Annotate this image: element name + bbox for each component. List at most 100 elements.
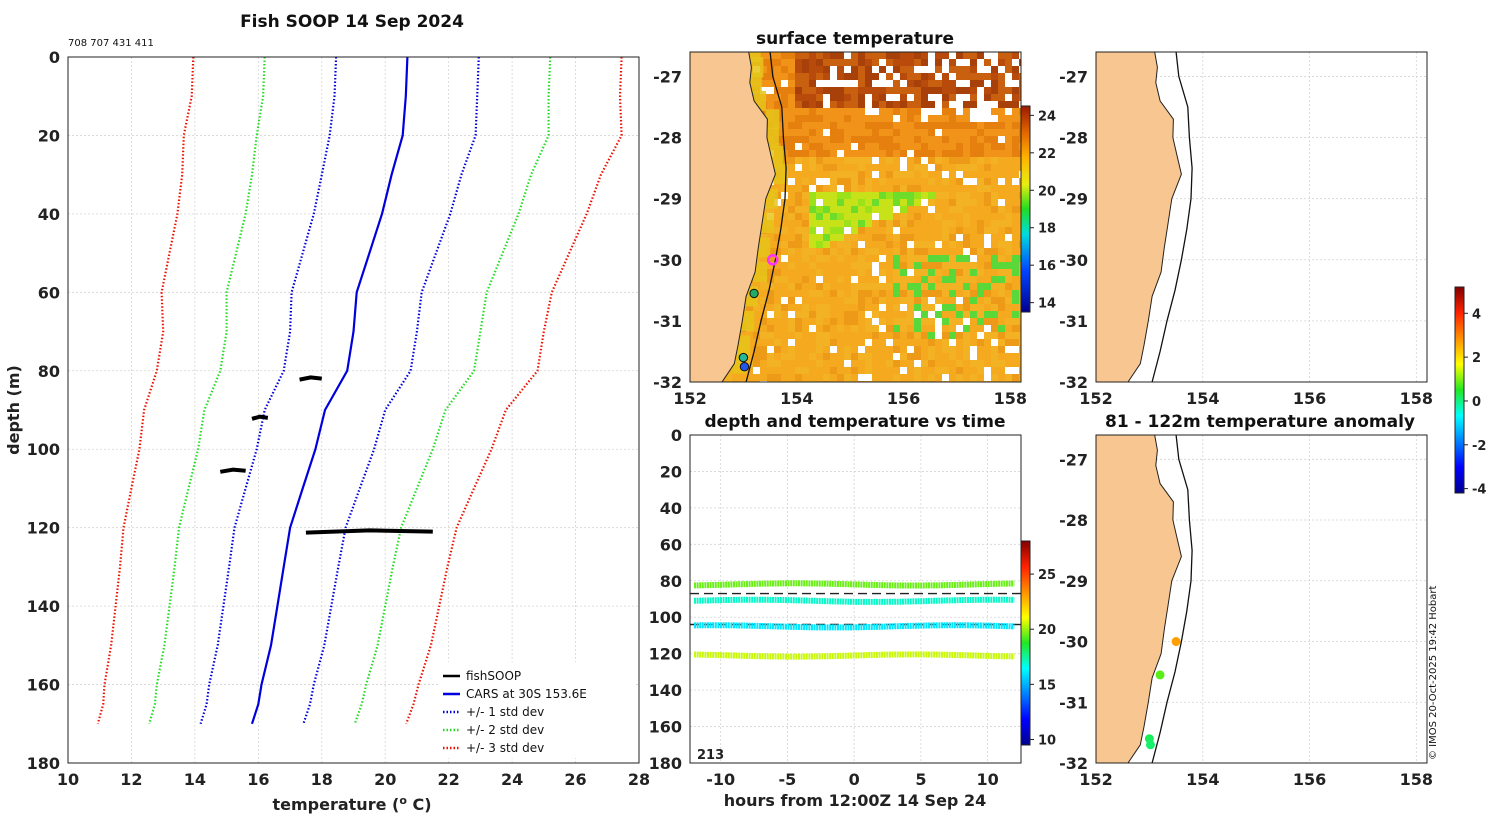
sst-cell [942, 80, 949, 87]
sst-cell [837, 80, 844, 87]
sst-cell [907, 360, 914, 367]
sst-cell [998, 171, 1005, 178]
sst-cell [809, 164, 816, 171]
sst-cell [1019, 339, 1021, 346]
sst-cell [921, 164, 928, 171]
sst-cell [830, 108, 837, 115]
sst-cell [956, 227, 963, 234]
sst-cell [879, 136, 886, 143]
sst-cell [837, 122, 844, 129]
sst-cell [858, 360, 865, 367]
sst-cell [774, 304, 781, 311]
sst-cell [998, 178, 1005, 185]
sst-cell [1019, 255, 1021, 262]
sst-cell [998, 206, 1005, 213]
sst-cell [823, 367, 830, 374]
sst-cell [1005, 325, 1012, 332]
sst-cell [830, 227, 837, 234]
sst-cell [865, 241, 872, 248]
sst-cell [1012, 248, 1019, 255]
colorbar-tick-label: 24 [1038, 109, 1056, 124]
sst-cell [781, 66, 788, 73]
sst-cell [795, 297, 802, 304]
sst-cell [872, 66, 879, 73]
sst-cell [907, 241, 914, 248]
sst-cell [837, 304, 844, 311]
sst-cell [956, 241, 963, 248]
sst-cell [865, 220, 872, 227]
sst-cell [809, 129, 816, 136]
sst-cell [991, 150, 998, 157]
sst-cell [928, 248, 935, 255]
sst-cell [781, 80, 788, 87]
sst-cell [830, 360, 837, 367]
sst-cell [872, 122, 879, 129]
sst-cell [802, 374, 809, 381]
sst-cell [928, 311, 935, 318]
sst-cell [907, 332, 914, 339]
sst-cell [893, 136, 900, 143]
sst-cell [893, 129, 900, 136]
sst-cell [928, 213, 935, 220]
sst-cell [809, 248, 816, 255]
sst-cell [1019, 143, 1021, 150]
sst-cell [816, 164, 823, 171]
sst-cell [851, 192, 858, 199]
sst-cell [935, 129, 942, 136]
sst-cell [809, 59, 816, 66]
sst-cell [935, 325, 942, 332]
sst-cell [788, 59, 795, 66]
sst-cell [1012, 164, 1019, 171]
sst-cell [900, 332, 907, 339]
sst-cell [963, 297, 970, 304]
sst-cell [977, 262, 984, 269]
sst-cell [963, 213, 970, 220]
sst-cell [788, 283, 795, 290]
sst-cell [907, 227, 914, 234]
sst-cell [921, 122, 928, 129]
sst-cell [949, 122, 956, 129]
sst-cell [1012, 185, 1019, 192]
sst-cell [914, 171, 921, 178]
sst-cell [816, 122, 823, 129]
lat-tick-label: -31 [653, 312, 682, 331]
sst-cell [837, 227, 844, 234]
sst-cell [767, 262, 774, 269]
sst-cell [830, 367, 837, 374]
sst-cell [991, 360, 998, 367]
sst-cell [823, 52, 830, 59]
sst-cell [935, 206, 942, 213]
sst-cell [844, 52, 851, 59]
sst-cell [949, 339, 956, 346]
y-tick-label: 140 [649, 681, 682, 700]
sst-cell [865, 248, 872, 255]
sst-cell [900, 227, 907, 234]
sst-cell [830, 73, 837, 80]
sst-cell [823, 255, 830, 262]
sst-cell [998, 87, 1005, 94]
sst-cell [830, 129, 837, 136]
sst-cell [788, 129, 795, 136]
sst-coastal-cell [753, 262, 768, 282]
sst-cell [977, 73, 984, 80]
sst-cell [844, 143, 851, 150]
sst-cell [900, 346, 907, 353]
sst-cell [984, 178, 991, 185]
sst-cell [879, 367, 886, 374]
sst-cell [746, 353, 753, 360]
sst-cell [767, 255, 774, 262]
sst-cell [1012, 269, 1019, 276]
sst-cell [781, 87, 788, 94]
sst-cell [1005, 262, 1012, 269]
sst-cell [802, 367, 809, 374]
sst-cell [851, 59, 858, 66]
sst-cell [788, 136, 795, 143]
sst-cell [998, 297, 1005, 304]
sst-cell [830, 143, 837, 150]
sst-cell [795, 101, 802, 108]
sst-cell [837, 206, 844, 213]
sst-cell [914, 360, 921, 367]
sst-cell [865, 178, 872, 185]
sst-cell [781, 276, 788, 283]
